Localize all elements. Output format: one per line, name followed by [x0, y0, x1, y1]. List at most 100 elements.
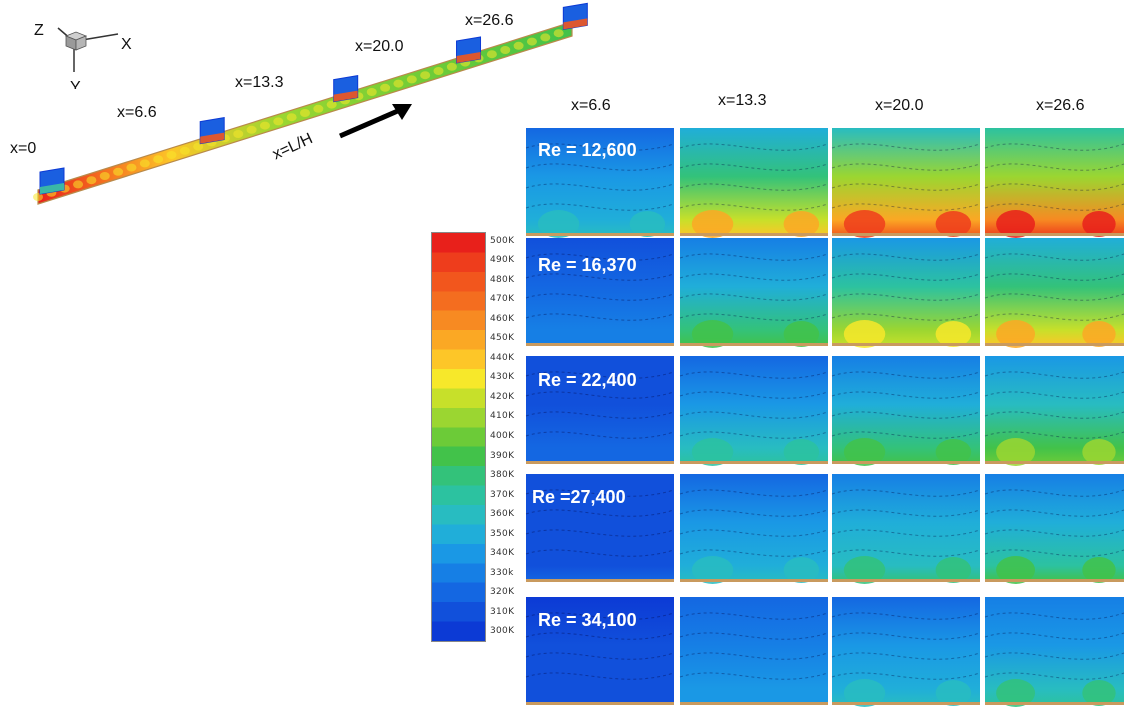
- colorbar-tick-label: 360K: [490, 509, 515, 520]
- channel-rib: [153, 155, 164, 164]
- colorbar-tick-label: 420K: [490, 391, 515, 402]
- colorbar-tick-label: 350K: [490, 528, 515, 539]
- channel-rib: [380, 83, 391, 92]
- column-label-x20-0: x=20.0: [875, 97, 924, 114]
- channel-section-plane: [562, 2, 588, 30]
- contour-panel: [831, 128, 981, 238]
- flow-direction-arrow: [339, 104, 412, 139]
- contour-panel: [525, 128, 675, 238]
- row-label-re-16370: Re = 16,370: [538, 255, 637, 275]
- contour-panel: [679, 356, 829, 466]
- channel-rib: [99, 172, 110, 180]
- channel-rib: [273, 117, 284, 126]
- channel-rib: [540, 33, 551, 42]
- station-label-x6-6: x=6.6: [117, 104, 157, 121]
- colorbar-tick-label: 480K: [490, 274, 515, 285]
- station-label-x26-6: x=26.6: [465, 12, 514, 29]
- column-label-x13-3: x=13.3: [718, 92, 767, 109]
- contour-panel: [679, 597, 829, 705]
- contour-panel: [984, 128, 1125, 238]
- cube-right: [75, 35, 87, 51]
- channel-rib: [366, 88, 377, 96]
- contour-panel: [525, 474, 675, 582]
- row-label-re-22400: Re = 22,400: [538, 370, 637, 390]
- channel-rib: [246, 125, 257, 134]
- contour-panel: [984, 238, 1125, 348]
- contour-panel: [984, 597, 1125, 707]
- channel-rib: [526, 37, 537, 46]
- contour-panel: [831, 597, 981, 707]
- channel-rib: [500, 46, 511, 54]
- colorbar-tick-label: 400K: [490, 431, 515, 441]
- channel-rib: [433, 67, 444, 75]
- channel-rib: [86, 176, 97, 185]
- channel-rib: [166, 151, 177, 159]
- column-label-x6-6: x=6.6: [571, 97, 611, 114]
- colorbar-tick-label: 410K: [490, 411, 515, 422]
- colorbar-tick-label: 300K: [490, 626, 515, 637]
- y-axis-label: Y: [70, 79, 81, 89]
- colorbar-tick-label: 380K: [490, 470, 515, 481]
- channel-rib: [486, 50, 497, 59]
- contour-panel: [679, 128, 829, 238]
- contour-panel: [984, 356, 1125, 466]
- contour-panel: [525, 238, 675, 346]
- colorbar-tick-label: 320K: [490, 587, 515, 598]
- channel-rib: [73, 180, 84, 189]
- contour-panel: [831, 238, 981, 348]
- channel-rib: [300, 109, 310, 117]
- colorbar-tick-label: 340K: [490, 548, 515, 559]
- colorbar-tick-label: 500K: [490, 235, 515, 246]
- channel-rib: [513, 41, 524, 50]
- temperature-colorbar: [431, 232, 486, 642]
- channel-section-plane: [39, 167, 65, 195]
- channel-section-plane: [333, 75, 359, 103]
- channel-rib: [126, 163, 137, 172]
- colorbar-tick-label: 490K: [490, 255, 515, 266]
- channel-rib: [406, 75, 417, 84]
- colorbar-tick-label: 460K: [490, 313, 515, 324]
- row-label-re-12600: Re = 12,600: [538, 140, 637, 160]
- channel-rib: [193, 142, 204, 151]
- contour-panel: [679, 238, 829, 348]
- row-label-re-27400: Re =27,400: [532, 487, 626, 507]
- channel-rib: [446, 62, 457, 71]
- z-axis-label: Z: [34, 22, 44, 39]
- colorbar-tick-label: 450K: [490, 333, 515, 344]
- contour-panel: [831, 474, 981, 584]
- channel-rib: [233, 130, 244, 138]
- channel-3d-view: [33, 2, 588, 205]
- station-label-x0: x=0: [10, 140, 37, 157]
- channel-rib: [33, 193, 43, 201]
- colorbar-tick-label: 440K: [490, 352, 515, 363]
- channel-rib: [259, 121, 270, 130]
- colorbar-tick-label: 330k: [490, 567, 514, 578]
- contour-panel: [831, 356, 981, 466]
- colorbar-tick-label: 390K: [490, 450, 515, 461]
- channel-rib: [393, 79, 404, 88]
- column-label-x26-6: x=26.6: [1036, 97, 1085, 114]
- colorbar-tick-label: 430K: [490, 372, 515, 383]
- station-label-x13-3: x=13.3: [235, 74, 284, 91]
- station-label-x20-0: x=20.0: [355, 38, 404, 55]
- axes-triad: [57, 27, 119, 72]
- channel-rib: [139, 159, 150, 168]
- channel-rib: [420, 71, 431, 80]
- channel-rib: [286, 113, 297, 122]
- contour-panel: [525, 356, 675, 464]
- x-axis-label: X: [121, 36, 132, 53]
- colorbar-tick-label: 310K: [490, 606, 515, 617]
- channel-rib: [113, 167, 124, 176]
- channel-rib: [326, 100, 337, 109]
- row-label-re-34100: Re = 34,100: [538, 610, 637, 630]
- channel-rib: [553, 29, 564, 38]
- channel-rib: [313, 104, 324, 113]
- channel-section-plane: [456, 36, 482, 64]
- contour-panel: [679, 474, 829, 584]
- contour-panel: [525, 597, 675, 705]
- colorbar-tick-label: 470K: [490, 294, 515, 305]
- channel-section-plane: [199, 117, 225, 145]
- contour-panel: [984, 474, 1125, 584]
